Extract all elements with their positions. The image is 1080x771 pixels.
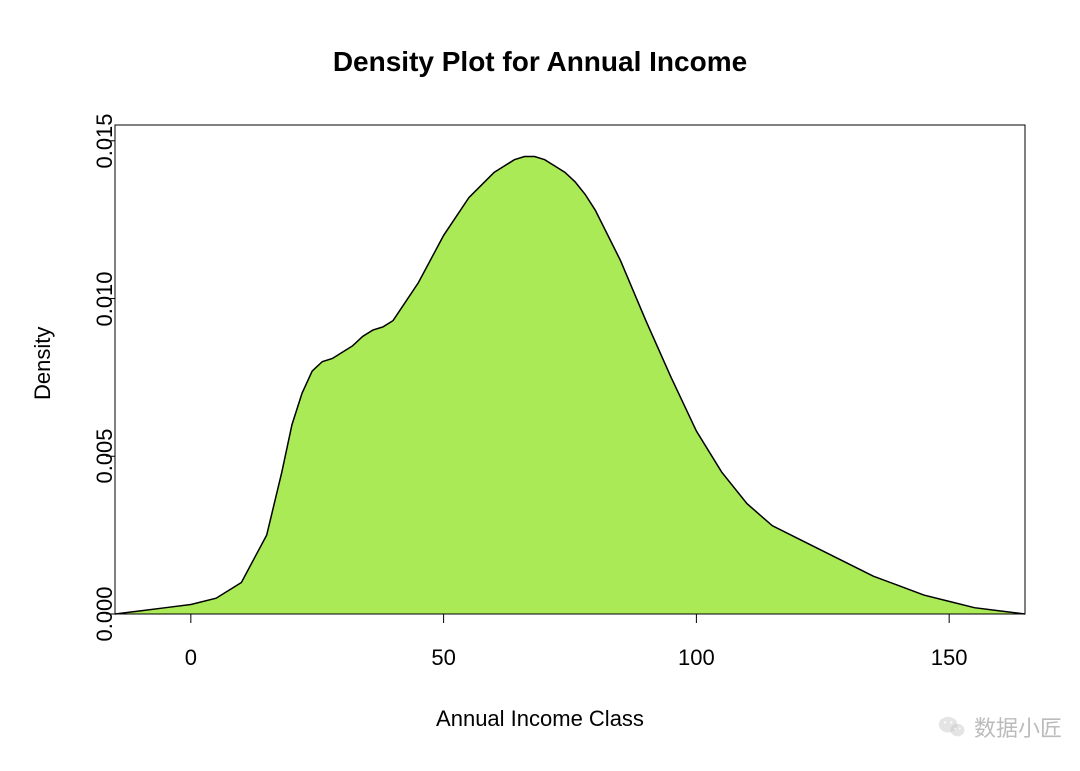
y-axis-label: Density (30, 327, 56, 400)
density-chart: Density Plot for Annual Income 050100150… (0, 0, 1080, 771)
x-tick-label: 0 (185, 645, 197, 671)
plot-area (0, 0, 1080, 771)
density-fill (115, 157, 1025, 614)
x-tick-label: 100 (678, 645, 715, 671)
wechat-icon (938, 713, 966, 741)
x-tick-label: 50 (431, 645, 455, 671)
x-axis-label: Annual Income Class (0, 706, 1080, 732)
y-tick-label: 0.010 (92, 271, 118, 326)
y-tick-label: 0.005 (92, 429, 118, 484)
y-tick-label: 0.015 (92, 113, 118, 168)
watermark-text: 数据小匠 (974, 711, 1062, 743)
y-tick-label: 0.000 (92, 586, 118, 641)
x-tick-label: 150 (931, 645, 968, 671)
watermark: 数据小匠 (938, 711, 1062, 743)
